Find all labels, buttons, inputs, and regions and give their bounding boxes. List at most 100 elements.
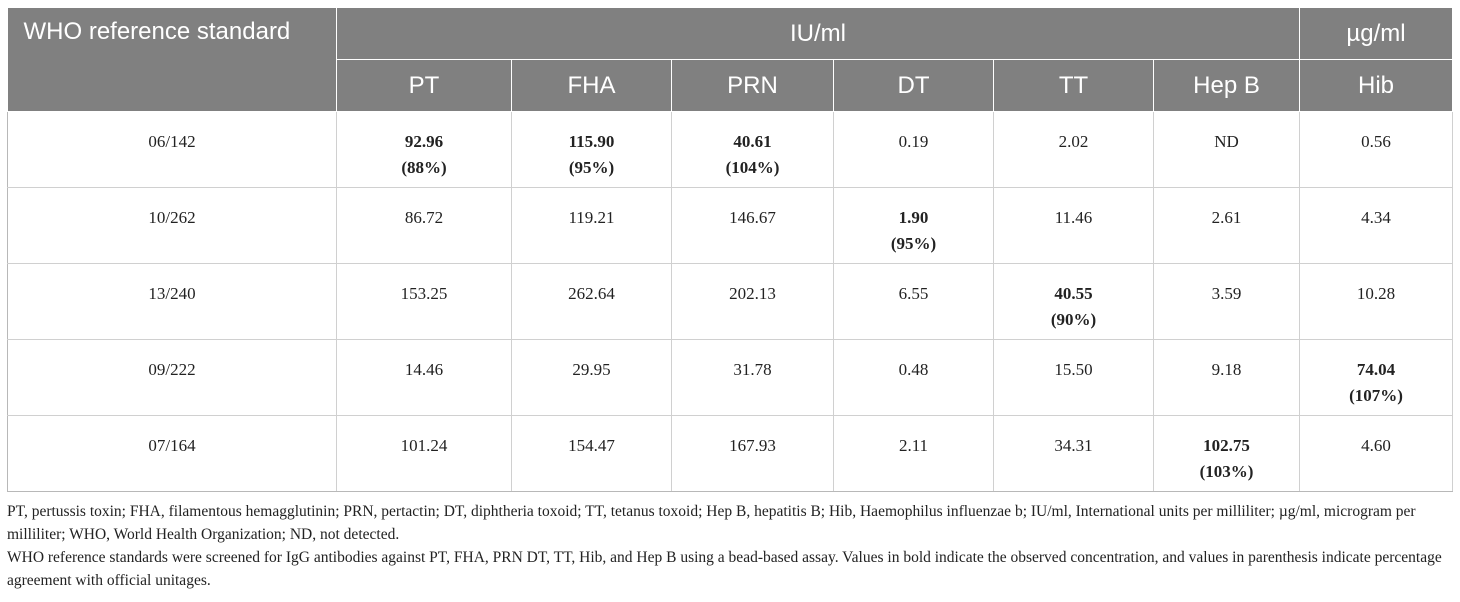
value-cell: 86.72 xyxy=(336,187,512,264)
footnote-abbreviations: PT, pertussis toxin; FHA, filamentous he… xyxy=(7,503,1416,543)
value-cell: 74.04 (107%) xyxy=(1299,339,1453,416)
group-header-iu: IU/ml xyxy=(336,7,1300,60)
value-cell: 31.78 xyxy=(671,339,834,416)
value-cell: 40.55 (90%) xyxy=(993,263,1154,340)
percent-agreement: (88%) xyxy=(401,158,447,177)
concentration-value: 119.21 xyxy=(568,208,615,227)
table-footnotes: PT, pertussis toxin; FHA, filamentous he… xyxy=(7,500,1455,592)
value-cell: 262.64 xyxy=(511,263,672,340)
value-cell: 202.13 xyxy=(671,263,834,340)
value-cell: 0.19 xyxy=(833,111,994,188)
percent-agreement: (104%) xyxy=(725,158,780,177)
standard-cell: 13/240 xyxy=(7,263,337,340)
standard-cell: 10/262 xyxy=(7,187,337,264)
value-cell: 40.61 (104%) xyxy=(671,111,834,188)
concentration-value: 1.90 xyxy=(898,208,929,227)
standard-cell: 09/222 xyxy=(7,339,337,416)
value-cell: 14.46 xyxy=(336,339,512,416)
value-cell: 167.93 xyxy=(671,415,834,492)
table-row: 13/240 153.25 262.64 202.13 6.55 40.55 (90%) 3.… xyxy=(7,263,1453,340)
concentration-value: 31.78 xyxy=(733,360,772,379)
percent-agreement: (95%) xyxy=(568,158,615,177)
value-cell: 4.34 xyxy=(1299,187,1453,264)
value-cell: ND xyxy=(1153,111,1300,188)
value-cell: 4.60 xyxy=(1299,415,1453,492)
percent-agreement: (107%) xyxy=(1349,386,1403,405)
concentration-value: 115.90 xyxy=(568,132,615,151)
concentration-value: 202.13 xyxy=(729,284,776,303)
concentration-value: 9.18 xyxy=(1211,360,1242,379)
value-cell: 2.02 xyxy=(993,111,1154,188)
column-header-pt: PT xyxy=(336,59,512,112)
value-cell: 0.48 xyxy=(833,339,994,416)
concentration-value: 167.93 xyxy=(729,436,776,455)
value-cell: 11.46 xyxy=(993,187,1154,264)
table-row: 06/142 92.96 (88%) 115.90 (95%) 40.61 (104%) 0.… xyxy=(7,111,1453,188)
value-cell: 10.28 xyxy=(1299,263,1453,340)
concentration-value: 34.31 xyxy=(1054,436,1093,455)
standard-cell: 07/164 xyxy=(7,415,337,492)
concentration-value: 146.67 xyxy=(729,208,776,227)
table-row: 10/262 86.72 119.21 146.67 1.90 (95%) 11.46 2.6… xyxy=(7,187,1453,264)
standard-cell: 06/142 xyxy=(7,111,337,188)
concentration-value: 3.59 xyxy=(1211,284,1242,303)
value-cell: 119.21 xyxy=(511,187,672,264)
concentration-value: 0.48 xyxy=(898,360,929,379)
concentration-value: 86.72 xyxy=(404,208,444,227)
value-cell: 154.47 xyxy=(511,415,672,492)
reference-standards-table-container: WHO reference standard IU/ml µg/ml PT FH… xyxy=(7,7,1453,492)
value-cell: 146.67 xyxy=(671,187,834,264)
concentration-value: 92.96 xyxy=(404,132,444,151)
value-cell: 2.11 xyxy=(833,415,994,492)
table-row: 09/222 14.46 29.95 31.78 0.48 15.50 9.18 74.04 (… xyxy=(7,339,1453,416)
concentration-value: 0.56 xyxy=(1361,132,1391,151)
value-cell: 153.25 xyxy=(336,263,512,340)
concentration-value: 153.25 xyxy=(400,284,448,303)
table-body: 06/142 92.96 (88%) 115.90 (95%) 40.61 (104%) 0.… xyxy=(7,111,1453,492)
concentration-value: 262.64 xyxy=(568,284,615,303)
reference-standards-table: WHO reference standard IU/ml µg/ml PT FH… xyxy=(7,7,1453,492)
concentration-value: 4.60 xyxy=(1361,436,1391,455)
concentration-value: 102.75 xyxy=(1203,436,1250,455)
column-header-hib: Hib xyxy=(1299,59,1453,112)
percent-agreement: (90%) xyxy=(1050,310,1097,329)
concentration-value: 2.02 xyxy=(1058,132,1089,151)
column-header-prn: PRN xyxy=(671,59,834,112)
group-header-ug: µg/ml xyxy=(1299,7,1453,60)
concentration-value: ND xyxy=(1214,132,1239,151)
concentration-value: 154.47 xyxy=(568,436,615,455)
value-cell: 102.75 (103%) xyxy=(1153,415,1300,492)
value-cell: 6.55 xyxy=(833,263,994,340)
concentration-value: 6.55 xyxy=(898,284,929,303)
concentration-value: 0.19 xyxy=(898,132,929,151)
column-header-hepb: Hep B xyxy=(1153,59,1300,112)
value-cell: 3.59 xyxy=(1153,263,1300,340)
value-cell: 92.96 (88%) xyxy=(336,111,512,188)
concentration-value: 15.50 xyxy=(1054,360,1093,379)
concentration-value: 74.04 xyxy=(1356,360,1396,379)
column-header-tt: TT xyxy=(993,59,1154,112)
value-cell: 2.61 xyxy=(1153,187,1300,264)
concentration-value: 29.95 xyxy=(572,360,611,379)
percent-agreement: (103%) xyxy=(1199,462,1254,481)
corner-header: WHO reference standard xyxy=(7,7,337,112)
value-cell: 34.31 xyxy=(993,415,1154,492)
percent-agreement: (95%) xyxy=(890,234,937,253)
footnote-description: WHO reference standards were screened fo… xyxy=(7,549,1442,589)
concentration-value: 101.24 xyxy=(400,436,448,455)
column-header-dt: DT xyxy=(833,59,994,112)
value-cell: 29.95 xyxy=(511,339,672,416)
value-cell: 0.56 xyxy=(1299,111,1453,188)
table-row: 07/164 101.24 154.47 167.93 2.11 34.31 102.75 (… xyxy=(7,415,1453,492)
concentration-value: 40.55 xyxy=(1054,284,1093,303)
value-cell: 101.24 xyxy=(336,415,512,492)
value-cell: 15.50 xyxy=(993,339,1154,416)
concentration-value: 10.28 xyxy=(1356,284,1396,303)
concentration-value: 2.61 xyxy=(1211,208,1242,227)
value-cell: 1.90 (95%) xyxy=(833,187,994,264)
value-cell: 115.90 (95%) xyxy=(511,111,672,188)
concentration-value: 2.11 xyxy=(898,436,929,455)
concentration-value: 14.46 xyxy=(404,360,444,379)
column-header-fha: FHA xyxy=(511,59,672,112)
concentration-value: 4.34 xyxy=(1361,208,1391,227)
